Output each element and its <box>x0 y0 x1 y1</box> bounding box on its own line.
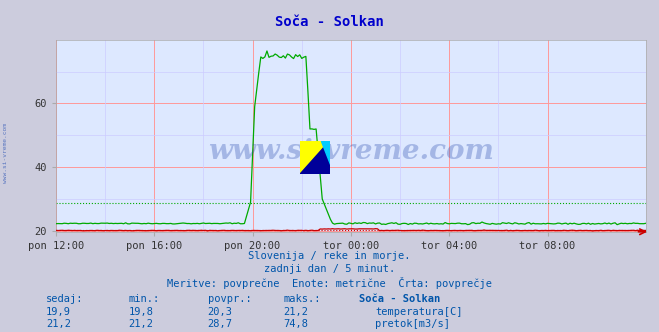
Text: 21,2: 21,2 <box>129 319 154 329</box>
Text: 19,9: 19,9 <box>46 307 71 317</box>
Text: 74,8: 74,8 <box>283 319 308 329</box>
Text: Soča - Solkan: Soča - Solkan <box>275 15 384 29</box>
Text: pretok[m3/s]: pretok[m3/s] <box>375 319 450 329</box>
Text: 21,2: 21,2 <box>46 319 71 329</box>
Text: www.si-vreme.com: www.si-vreme.com <box>208 138 494 165</box>
Polygon shape <box>300 141 330 174</box>
Text: zadnji dan / 5 minut.: zadnji dan / 5 minut. <box>264 264 395 274</box>
Text: www.si-vreme.com: www.si-vreme.com <box>3 123 8 183</box>
Text: Slovenija / reke in morje.: Slovenija / reke in morje. <box>248 251 411 261</box>
Polygon shape <box>300 141 330 174</box>
Text: min.:: min.: <box>129 294 159 304</box>
Text: 19,8: 19,8 <box>129 307 154 317</box>
Text: 20,3: 20,3 <box>208 307 233 317</box>
Text: 28,7: 28,7 <box>208 319 233 329</box>
Text: povpr.:: povpr.: <box>208 294 251 304</box>
Text: temperatura[C]: temperatura[C] <box>375 307 463 317</box>
Text: Soča - Solkan: Soča - Solkan <box>359 294 440 304</box>
Text: sedaj:: sedaj: <box>46 294 84 304</box>
Polygon shape <box>320 141 330 164</box>
Text: maks.:: maks.: <box>283 294 321 304</box>
Text: 21,2: 21,2 <box>283 307 308 317</box>
Text: Meritve: povprečne  Enote: metrične  Črta: povprečje: Meritve: povprečne Enote: metrične Črta:… <box>167 277 492 289</box>
